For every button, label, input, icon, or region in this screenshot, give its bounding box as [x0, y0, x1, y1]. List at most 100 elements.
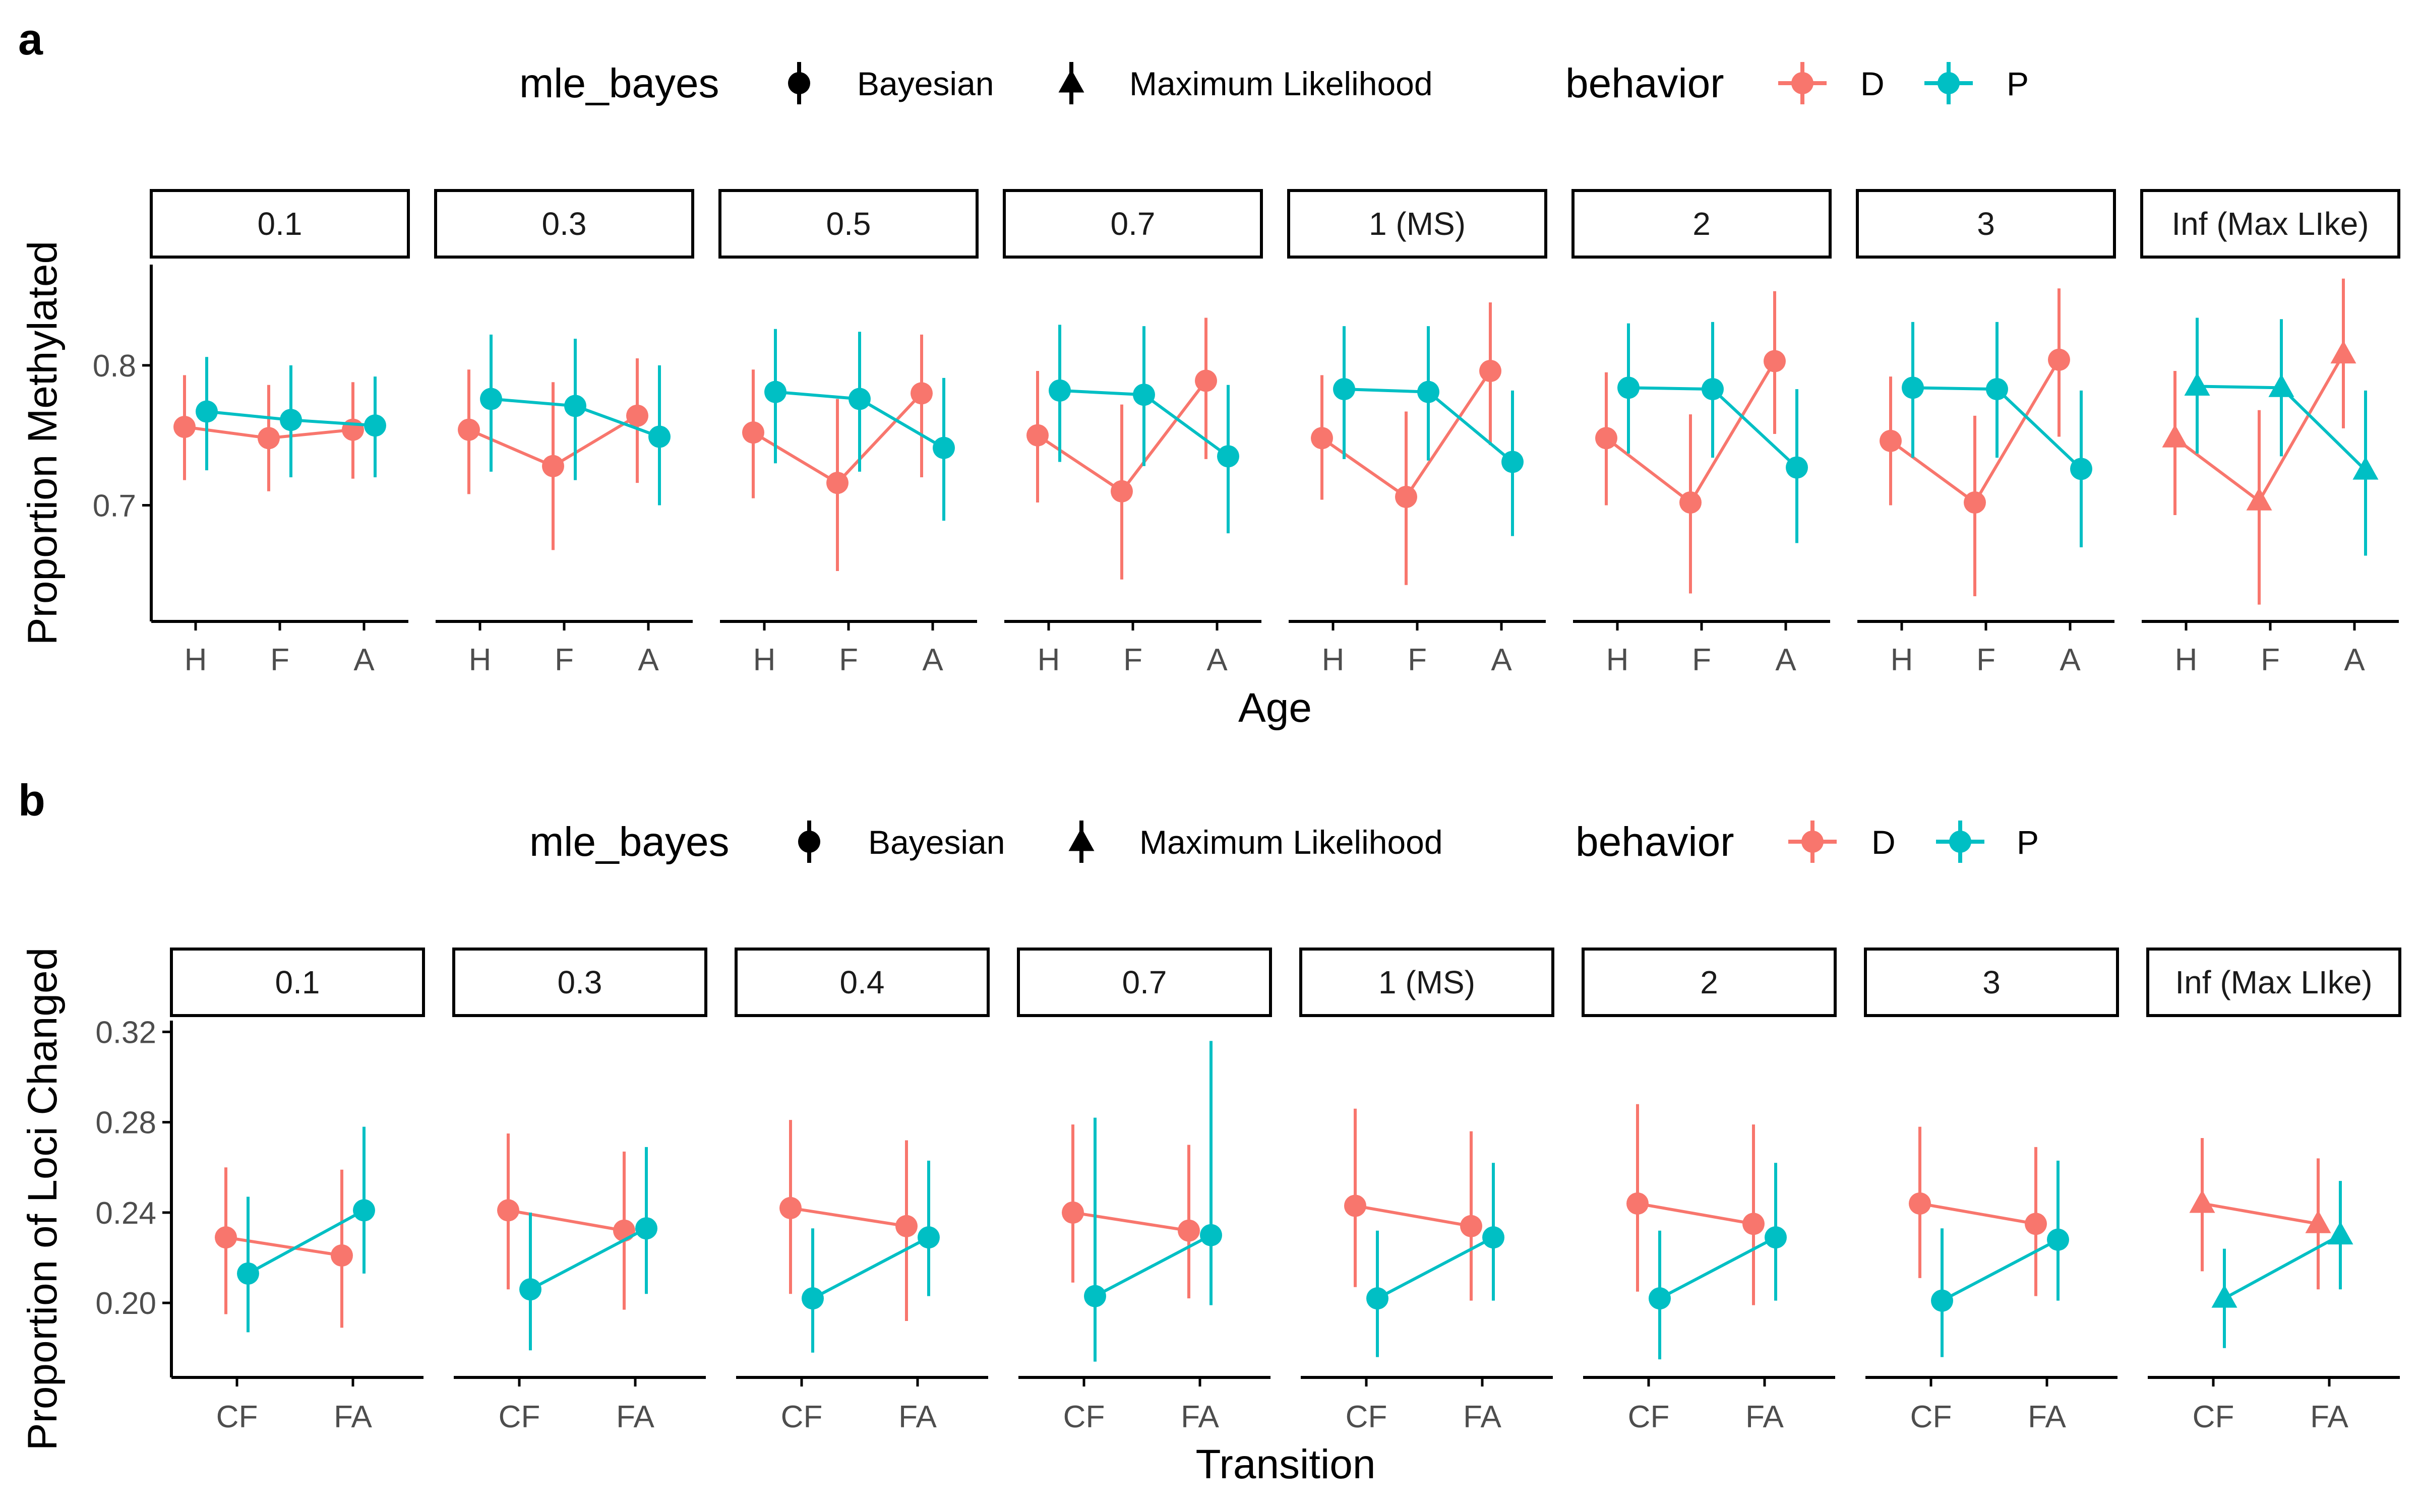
data-point [2025, 1213, 2047, 1235]
data-point [635, 1217, 657, 1240]
data-point [258, 427, 280, 450]
x-tick-label: H [1038, 643, 1060, 677]
legend-label-d: D [1860, 65, 1885, 102]
series-d [2189, 1138, 2331, 1290]
y-axis: 0.20 0.24 0.28 0.32 Proportion of Loci Chang… [20, 948, 171, 1451]
series-line [812, 1236, 930, 1300]
data-point [2268, 374, 2294, 397]
y-axis: 0.7 0.8 Proportion Methylated [20, 241, 151, 645]
data-point [237, 1262, 259, 1285]
series-d [2162, 278, 2356, 605]
series-p [1617, 322, 1808, 543]
data-point [1786, 456, 1808, 479]
facet-strip-label: 0.1 [258, 206, 302, 242]
data-point [342, 418, 364, 441]
x-tick-label: F [1408, 643, 1427, 677]
series-d [1909, 1126, 2047, 1296]
facet-strip [1287, 189, 1547, 259]
data-point [911, 382, 933, 405]
facet-strip [1864, 948, 2119, 1017]
facet-strip-label: 3 [1977, 206, 1995, 242]
data-point [1617, 376, 1640, 399]
series-line [790, 1206, 907, 1228]
data-point [1595, 427, 1617, 450]
legend-shape-title: mle_bayes [519, 60, 719, 106]
facet-strip-label: 2 [1700, 964, 1718, 1000]
data-point [1902, 376, 1924, 399]
data-point [933, 436, 955, 459]
x-tick-label: FA [334, 1400, 372, 1434]
x-tick-label: FA [2028, 1400, 2066, 1434]
x-tick-label: A [922, 643, 943, 677]
data-point [1909, 1192, 1931, 1215]
legend-label-mle: Maximum Likelihood [1139, 824, 1443, 861]
x-tick-label: A [353, 643, 375, 677]
data-point [1311, 427, 1333, 450]
data-point [779, 1196, 802, 1219]
data-point [1195, 369, 1217, 392]
x-tick-label: A [638, 643, 659, 677]
x-tick-label: F [2261, 643, 2280, 677]
x-tick-label: CF [1063, 1400, 1105, 1434]
series-line [1094, 1234, 1212, 1298]
x-axis-label: Age [1238, 685, 1312, 731]
legend: mle_bayes Bayesian Maximum Likelihood behav… [529, 819, 2039, 865]
legend-color-title: behavior [1565, 60, 1724, 106]
facet-2: 2 CF FA [1582, 948, 1837, 1434]
series-p [1902, 322, 2092, 547]
x-tick-label: CF [781, 1400, 823, 1434]
data-point [1200, 1224, 1222, 1246]
data-point [1702, 378, 1724, 401]
y-axis-label: Proportion of Loci Changed [20, 948, 66, 1451]
facet-0-7: 0.7 CF FA [1017, 948, 1272, 1434]
x-tick-label: F [270, 643, 289, 677]
data-point [2327, 1221, 2353, 1245]
series-p [1649, 1163, 1787, 1360]
facet-inf-max-like: Inf (Max LIke) CF FA [2146, 948, 2401, 1434]
facet-strip [170, 948, 425, 1017]
data-point [1964, 491, 1986, 514]
series-line [529, 1227, 647, 1291]
legend-label-bayesian: Bayesian [857, 65, 994, 102]
x-axis-label: Transition [1196, 1441, 1376, 1487]
data-point [764, 381, 786, 403]
legend-label-mle: Maximum Likelihood [1129, 65, 1433, 102]
facet-0-3: 0.3 H F A [434, 189, 694, 677]
y-axis-label: Proportion Methylated [20, 241, 66, 645]
series-line [225, 1236, 342, 1257]
facet-0-7: 0.7 H F A [1003, 189, 1263, 677]
data-point [2189, 1189, 2215, 1213]
y-tick-label: 0.32 [95, 1015, 156, 1050]
data-point [215, 1226, 237, 1249]
data-point [1765, 1226, 1787, 1249]
data-point [626, 404, 648, 427]
data-point [2246, 487, 2272, 511]
facet-strip-label: 0.7 [1111, 206, 1156, 242]
legend-key-d-point [1791, 72, 1813, 94]
x-tick-label: H [1606, 643, 1629, 677]
facet-0-4: 0.4 CF FA [735, 948, 990, 1434]
legend-label-p: P [2017, 824, 2039, 861]
x-tick-label: H [469, 643, 492, 677]
series-d [215, 1167, 353, 1328]
x-tick-label: F [839, 643, 858, 677]
legend-label-bayesian: Bayesian [868, 824, 1005, 861]
data-point [1482, 1226, 1504, 1249]
facet-strip-label: 0.4 [840, 964, 885, 1000]
x-tick-label: CF [499, 1400, 540, 1434]
data-point [1178, 1219, 1200, 1242]
facet-strip [2146, 948, 2401, 1017]
x-tick-label: FA [616, 1400, 654, 1434]
x-tick-label: H [185, 643, 207, 677]
x-tick-label: FA [898, 1400, 937, 1434]
facet-strip [1856, 189, 2116, 259]
data-point [1217, 445, 1239, 468]
x-tick-label: FA [1463, 1400, 1501, 1434]
x-tick-label: A [1206, 643, 1228, 677]
series-p [1366, 1163, 1504, 1357]
y-tick-label: 0.20 [95, 1286, 156, 1321]
series-p [1049, 325, 1239, 534]
facet-strip-label: Inf (Max LIke) [2175, 964, 2372, 1000]
facet-strip-label: 2 [1692, 206, 1711, 242]
